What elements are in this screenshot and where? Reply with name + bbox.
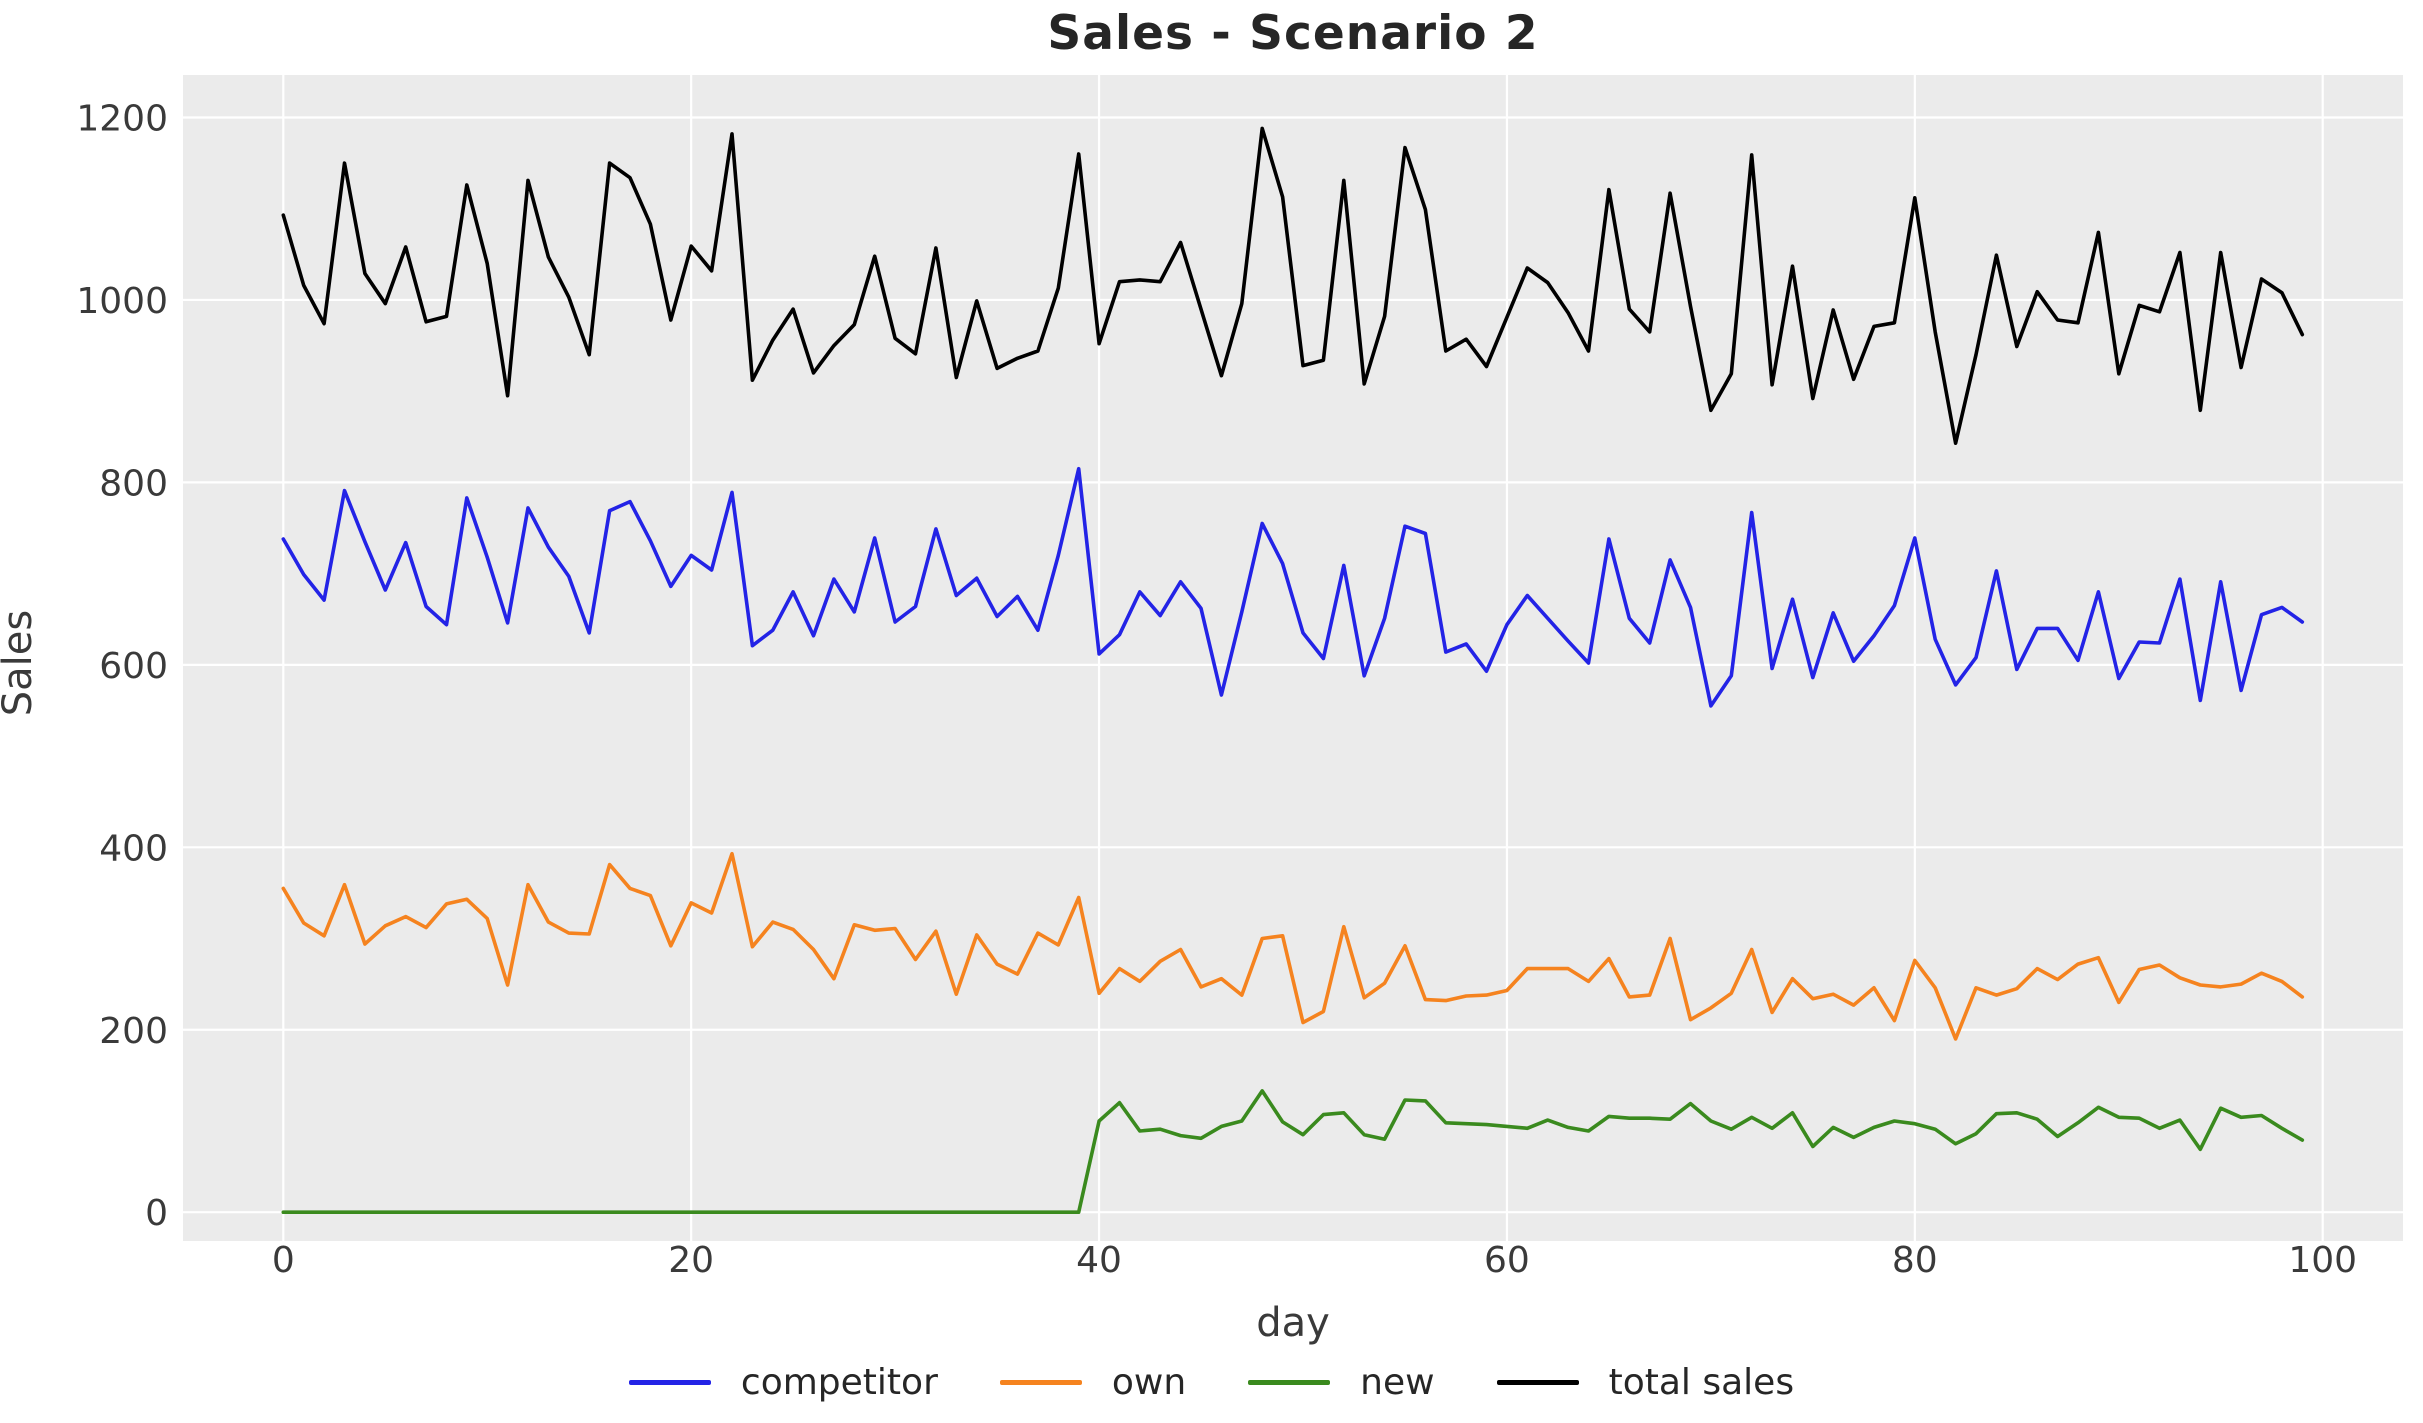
series-polyline-competitor [281,466,2305,708]
series-lines [281,126,2305,1214]
series-competitor-line [281,466,2305,708]
x-tick-label: 100 [2288,1240,2357,1281]
series-own-line [281,851,2305,1041]
legend-label-competitor: competitor [740,1361,938,1403]
legend: competitor own new total sales [0,1352,2423,1412]
y-tick-label: 800 [99,463,168,504]
own-line-swatch [999,1379,1082,1385]
x-tick-label: 60 [1484,1240,1530,1281]
legend-item-competitor: competitor [628,1361,938,1403]
y-axis-tick-labels: 0 200 400 600 800 1000 1200 [76,99,168,1235]
y-tick-label: 400 [99,828,168,869]
x-tick-label: 20 [668,1240,714,1281]
legend-item-new: new [1248,1361,1435,1403]
x-tick-label: 0 [272,1240,295,1281]
total-sales-line-swatch [1496,1379,1579,1385]
gridlines [183,75,2403,1241]
y-tick-label: 1000 [76,281,168,322]
legend-item-total-sales: total sales [1496,1361,1795,1403]
y-tick-label: 200 [99,1011,168,1052]
plot-background [183,75,2403,1241]
y-tick-label: 600 [99,646,168,687]
series-total-sales-line [281,126,2305,446]
series-new-line [281,1089,2305,1214]
series-polyline-new [281,1089,2305,1214]
legend-label-total-sales: total sales [1608,1361,1795,1403]
x-axis-tick-labels: 0 20 40 60 80 100 [272,1240,2357,1281]
y-tick-label: 0 [145,1193,168,1234]
x-tick-label: 80 [1892,1240,1938,1281]
new-line-swatch [1248,1379,1331,1385]
x-tick-label: 40 [1076,1240,1122,1281]
series-polyline-own [281,851,2305,1041]
x-axis-label: day [1256,1300,1330,1346]
chart-title: Sales - Scenario 2 [1047,6,1539,61]
legend-label-own: own [1111,1361,1187,1403]
competitor-line-swatch [628,1379,711,1385]
series-polyline-total-sales [281,126,2305,446]
y-tick-label: 1200 [76,99,168,140]
legend-label-new: new [1360,1361,1435,1403]
legend-item-own: own [999,1361,1187,1403]
